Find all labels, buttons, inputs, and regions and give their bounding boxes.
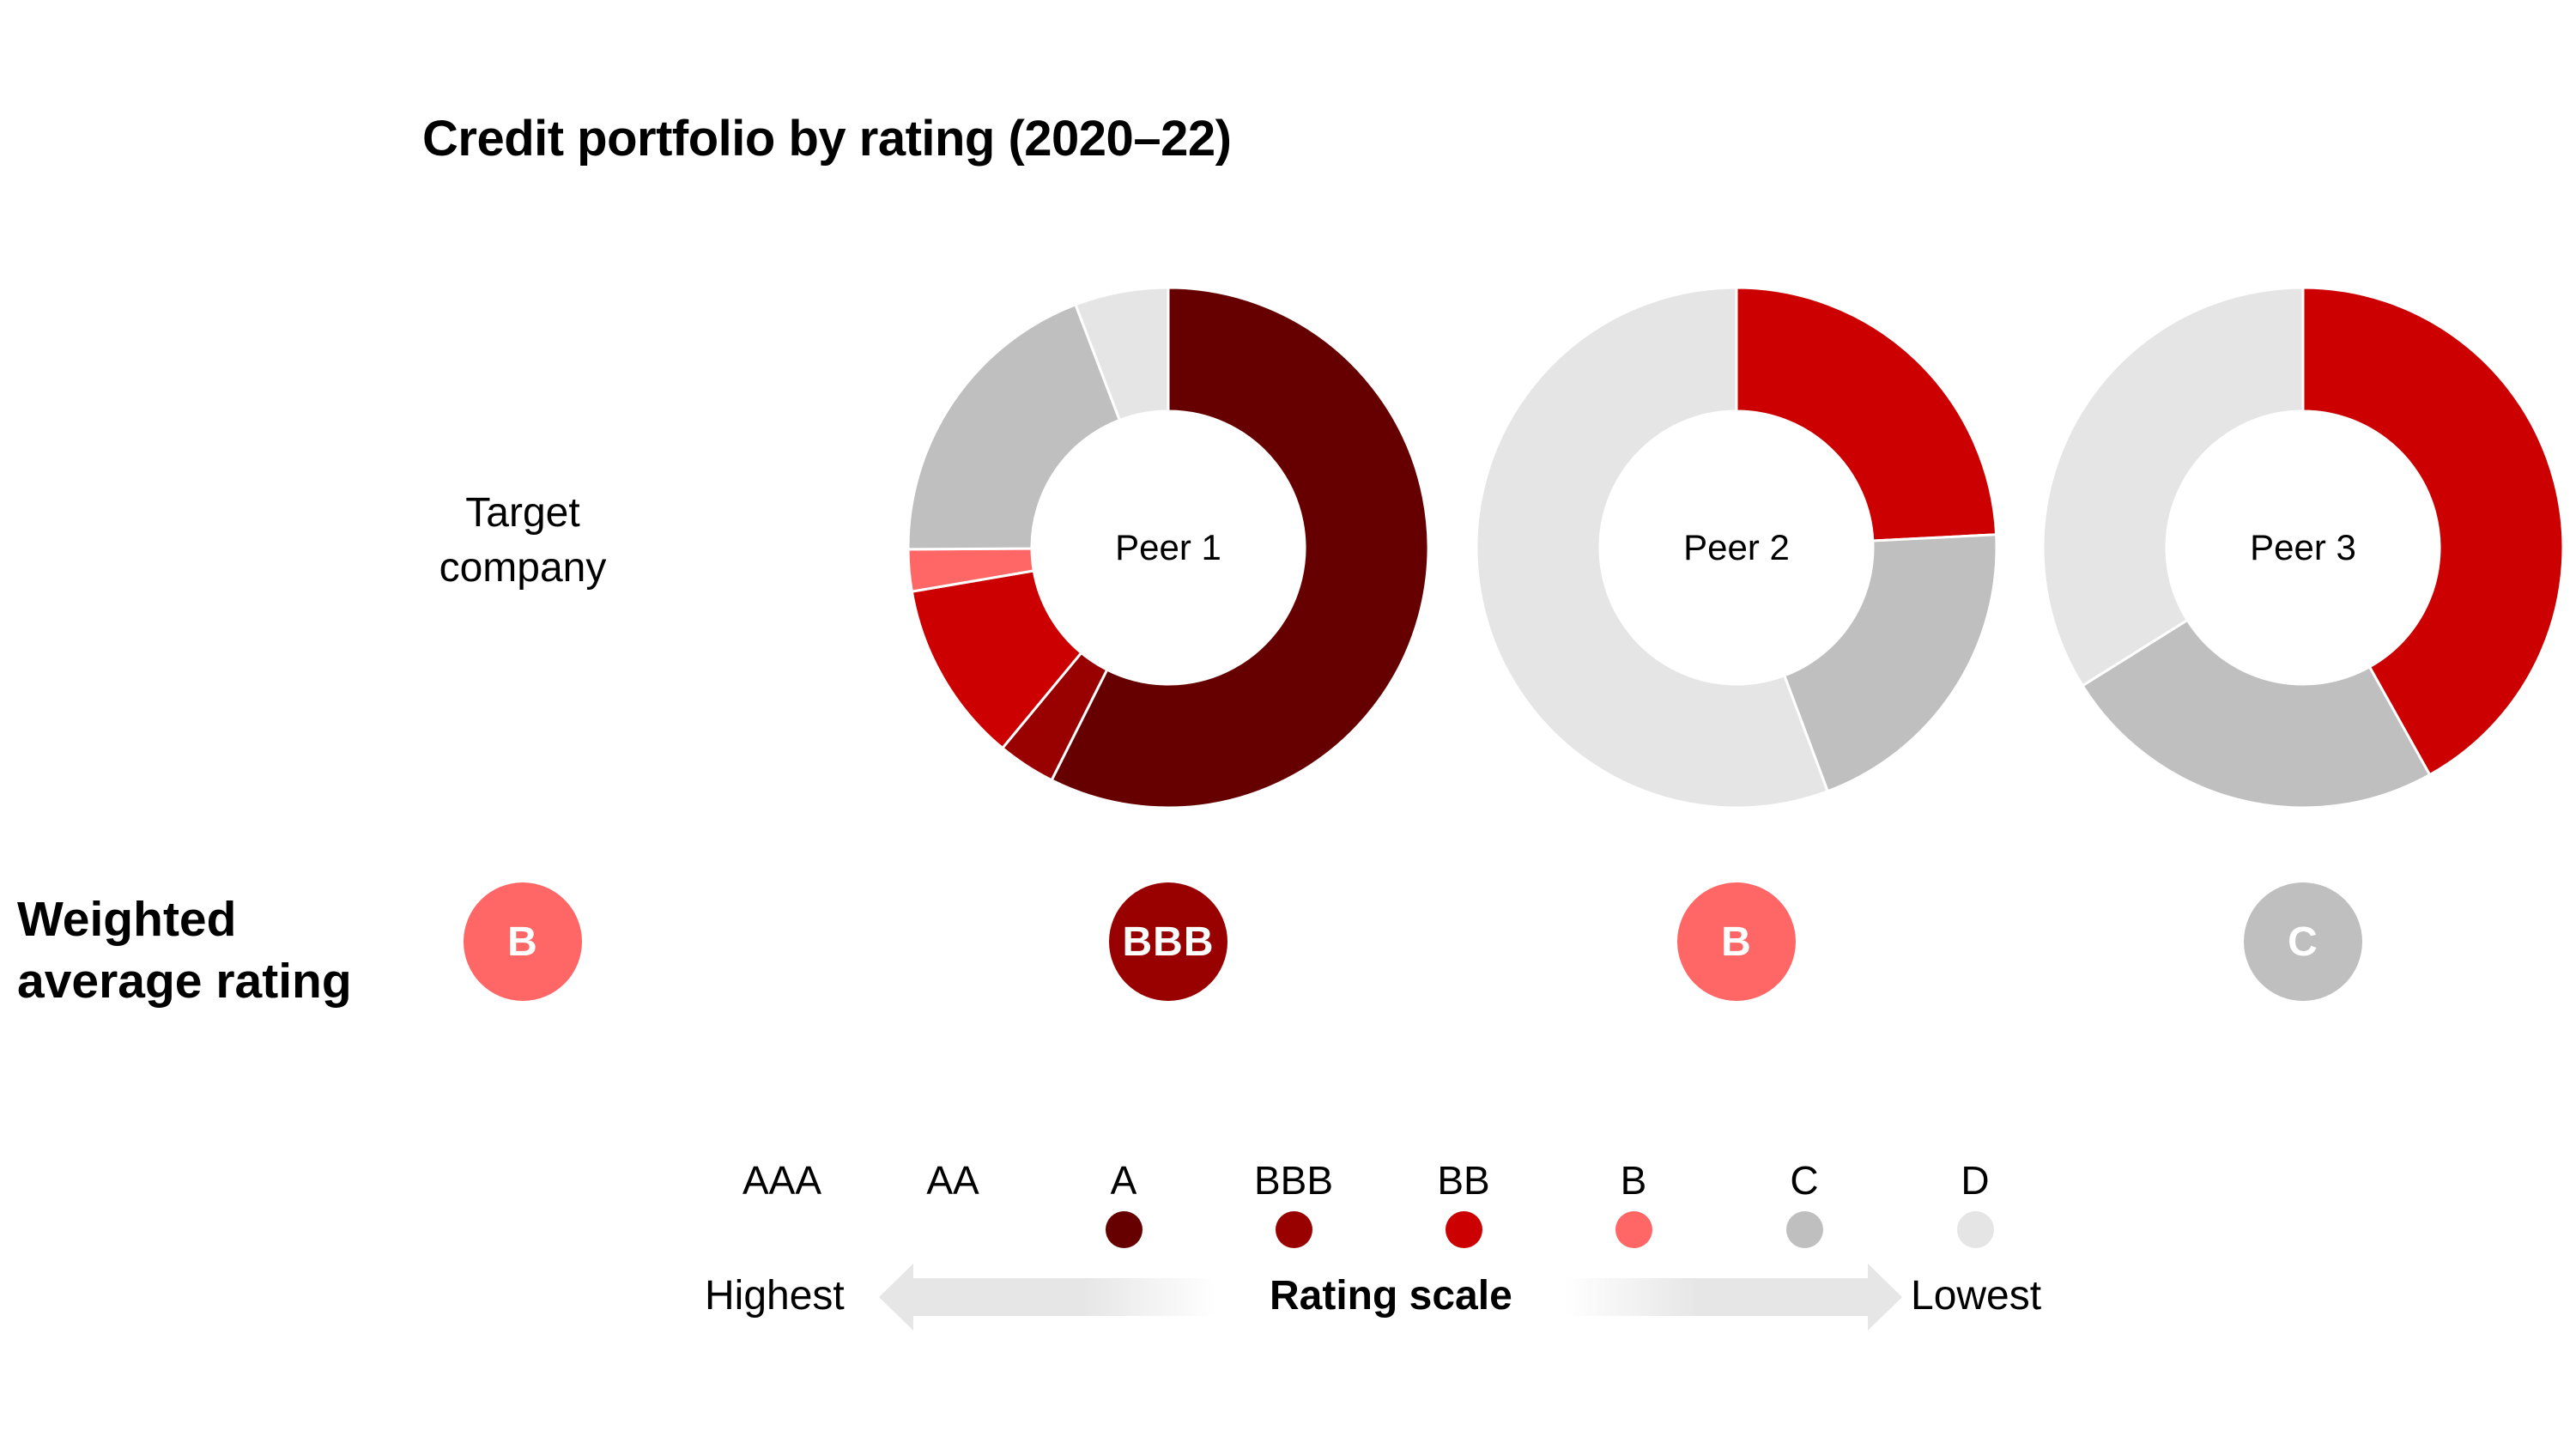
weighted-label-line-2: average rating (17, 954, 352, 1009)
legend-label-c: C (1790, 1158, 1819, 1203)
weighted-label-line-1: Weighted (17, 892, 237, 947)
donut-slice-c (1782, 533, 1998, 793)
legend-label-bb: BB (1437, 1158, 1490, 1203)
legend-dot-bb (1446, 1211, 1482, 1248)
scale-lowest-label: Lowest (1911, 1273, 2042, 1319)
weighted-average-rating-label: Weighted average rating (17, 888, 352, 1012)
target-label-line-2: company (439, 545, 607, 591)
donut-slice-d (1074, 286, 1170, 422)
donut-slice-bb (2301, 286, 2565, 777)
legend-dot-c (1786, 1211, 1823, 1248)
legend-label-b: B (1620, 1158, 1647, 1203)
double-arrow-shape (879, 1264, 1902, 1331)
legend-dot-bbb (1276, 1211, 1312, 1248)
rating-badge-peer-3: C (2244, 882, 2362, 1001)
rating-badge-text: B (1721, 919, 1752, 965)
donut-center-label: Peer 2 (1683, 527, 1790, 567)
donut-slice-c (2081, 618, 2432, 809)
rating-badge-text: C (2288, 919, 2318, 965)
rating-badge-peer-2: B (1677, 882, 1796, 1001)
rating-scale-arrow (879, 1264, 1902, 1331)
scale-highest-label: Highest (705, 1273, 845, 1319)
donut-slice-a (1050, 286, 1430, 809)
donut-slice-d (1475, 286, 1830, 809)
rating-scale-title: Rating scale (1270, 1273, 1512, 1319)
donut-peer-2: Peer 2 (1475, 286, 1998, 809)
rating-badge-text: B (507, 919, 538, 965)
legend-dot-d (1957, 1211, 1994, 1248)
legend-label-d: D (1961, 1158, 1990, 1203)
donut-peer-1: Peer 1 (906, 286, 1430, 809)
rating-badge-text: BBB (1122, 919, 1215, 965)
legend-label-aaa: AAA (742, 1158, 822, 1203)
donut-slice-c (906, 302, 1122, 551)
legend-label-aa: AA (926, 1158, 979, 1203)
legend-dot-a (1106, 1211, 1143, 1248)
donut-slice-bb (1735, 286, 1998, 543)
donut-slice-d (2041, 286, 2305, 688)
target-company-label: Target company (394, 486, 652, 596)
rating-badge-peer-1: BBB (1109, 882, 1227, 1001)
donut-center-label: Peer 1 (1115, 527, 1221, 567)
legend-label-bbb: BBB (1253, 1158, 1334, 1203)
legend-label-a: A (1110, 1158, 1137, 1203)
legend-dot-b (1615, 1211, 1652, 1248)
donut-peer-3: Peer 3 (2041, 286, 2565, 809)
donut-center-label: Peer 3 (2250, 527, 2356, 567)
target-label-line-1: Target (465, 490, 580, 536)
rating-badge-target: B (464, 882, 582, 1001)
chart-title: Credit portfolio by rating (2020–22) (422, 111, 1232, 167)
